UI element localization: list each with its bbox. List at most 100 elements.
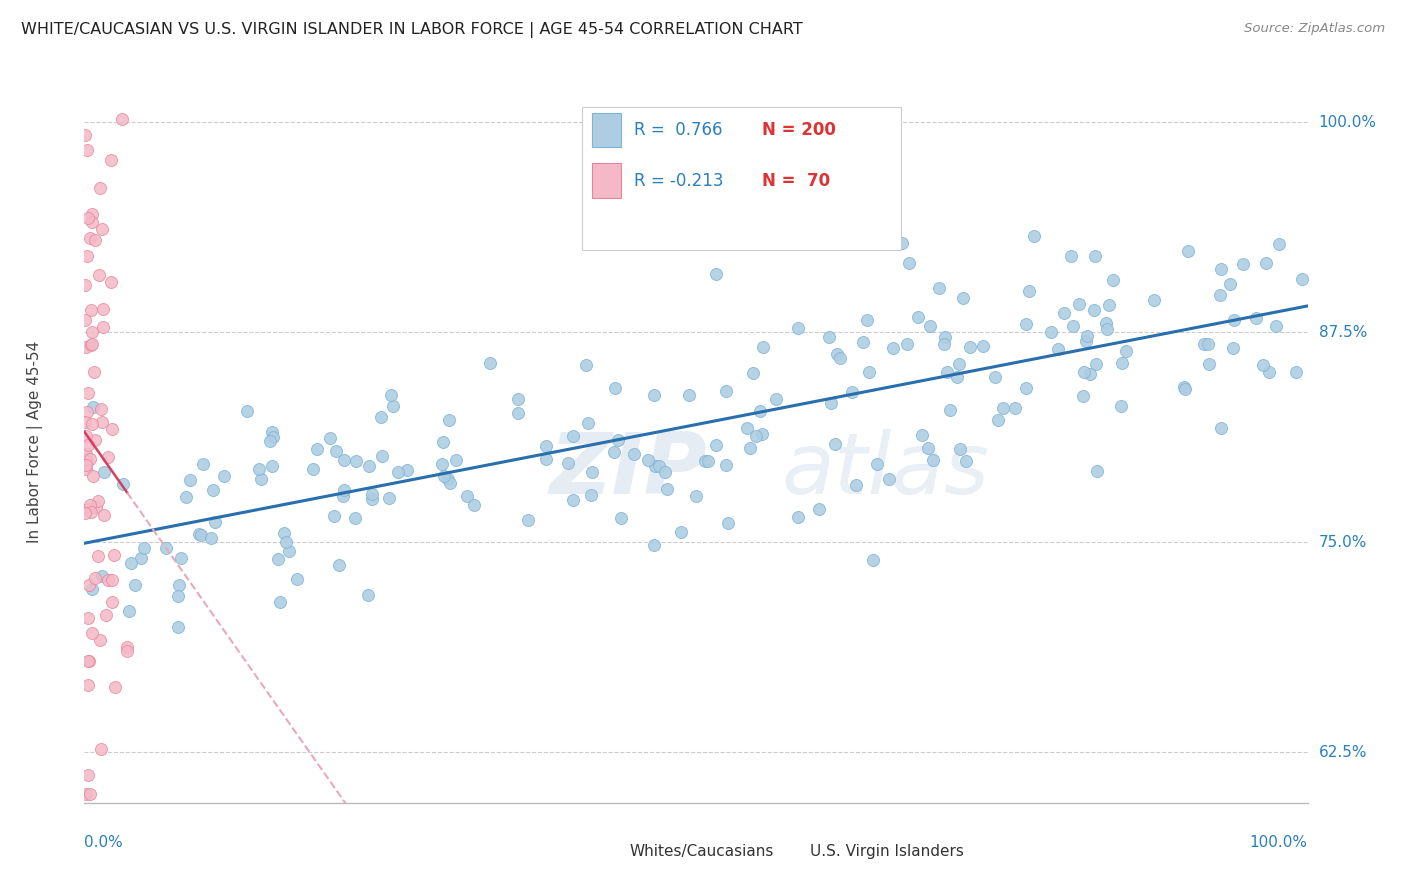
Text: N = 200: N = 200 xyxy=(762,121,837,139)
Point xyxy=(77,654,100,668)
Point xyxy=(82,582,104,596)
Point xyxy=(820,395,842,409)
Point xyxy=(80,337,103,351)
Point xyxy=(643,388,665,402)
Point xyxy=(75,788,97,802)
Point xyxy=(1254,256,1277,270)
Point xyxy=(285,572,308,586)
Point xyxy=(818,330,841,344)
Point xyxy=(84,500,107,515)
Point xyxy=(1015,381,1038,395)
Point xyxy=(922,453,945,467)
Point xyxy=(623,447,645,461)
Point xyxy=(824,436,846,450)
Point xyxy=(1174,382,1197,396)
Point xyxy=(382,400,405,414)
Point xyxy=(77,385,100,400)
Text: Whites/Caucasians: Whites/Caucasians xyxy=(630,845,775,859)
Point xyxy=(657,482,679,496)
FancyBboxPatch shape xyxy=(778,843,804,861)
Point xyxy=(432,468,454,483)
Point xyxy=(101,573,124,587)
Point xyxy=(118,604,141,618)
Point xyxy=(1018,285,1040,299)
Point xyxy=(1143,293,1166,307)
Point xyxy=(1197,336,1219,351)
Text: 62.5%: 62.5% xyxy=(1319,745,1367,760)
Point xyxy=(111,112,134,126)
Point xyxy=(882,341,904,355)
Text: 87.5%: 87.5% xyxy=(1319,325,1367,340)
Point xyxy=(896,337,918,351)
Point xyxy=(104,680,127,694)
Point xyxy=(444,453,467,467)
Point xyxy=(1251,358,1274,372)
Point xyxy=(84,434,107,448)
Point xyxy=(190,527,212,541)
Text: atlas: atlas xyxy=(782,429,990,512)
Point xyxy=(610,510,633,524)
Point xyxy=(267,551,290,566)
Point xyxy=(1098,298,1121,312)
Point xyxy=(1223,312,1246,326)
Point xyxy=(212,469,235,483)
Point xyxy=(938,403,960,417)
Point xyxy=(866,457,889,471)
Point xyxy=(124,578,146,592)
Point xyxy=(75,312,97,326)
Point xyxy=(75,429,97,443)
Point xyxy=(1111,356,1133,370)
Point xyxy=(82,215,104,229)
Point xyxy=(269,595,291,609)
Point xyxy=(387,465,409,479)
Point xyxy=(84,571,107,585)
Point xyxy=(103,549,125,563)
Point xyxy=(1198,357,1220,371)
Point xyxy=(911,428,934,442)
Point xyxy=(75,447,97,461)
Point xyxy=(993,401,1015,415)
Point xyxy=(155,541,177,556)
Point xyxy=(936,365,959,379)
Point xyxy=(987,413,1010,427)
Point xyxy=(693,454,716,468)
Point xyxy=(75,451,97,466)
Point xyxy=(534,439,557,453)
Point xyxy=(1264,319,1286,334)
Text: U.S. Virgin Islanders: U.S. Virgin Islanders xyxy=(810,845,963,859)
Point xyxy=(77,611,100,625)
Point xyxy=(808,502,831,516)
Text: 100.0%: 100.0% xyxy=(1319,115,1376,130)
Point xyxy=(370,409,392,424)
Text: N =  70: N = 70 xyxy=(762,172,830,190)
Point xyxy=(75,461,97,475)
Point xyxy=(75,128,97,142)
Point xyxy=(1115,343,1137,358)
Point xyxy=(1209,261,1232,276)
Point xyxy=(576,416,599,430)
Point xyxy=(852,335,875,350)
Point xyxy=(456,489,478,503)
Point xyxy=(1209,288,1232,302)
Point xyxy=(87,549,110,563)
Point xyxy=(73,277,96,292)
Point xyxy=(856,313,879,327)
Point xyxy=(396,463,419,477)
Point xyxy=(1219,277,1241,291)
Point xyxy=(1046,342,1069,356)
Point xyxy=(845,477,868,491)
Point xyxy=(76,502,98,516)
FancyBboxPatch shape xyxy=(598,843,626,861)
Point xyxy=(1177,244,1199,259)
Point xyxy=(918,318,941,333)
Point xyxy=(167,620,190,634)
Point xyxy=(76,438,98,452)
Point xyxy=(76,143,98,157)
Point xyxy=(100,421,122,435)
Point xyxy=(259,434,281,448)
Point xyxy=(75,340,97,354)
Point xyxy=(654,465,676,479)
Point xyxy=(82,325,104,339)
Point xyxy=(357,588,380,602)
Point xyxy=(204,516,226,530)
